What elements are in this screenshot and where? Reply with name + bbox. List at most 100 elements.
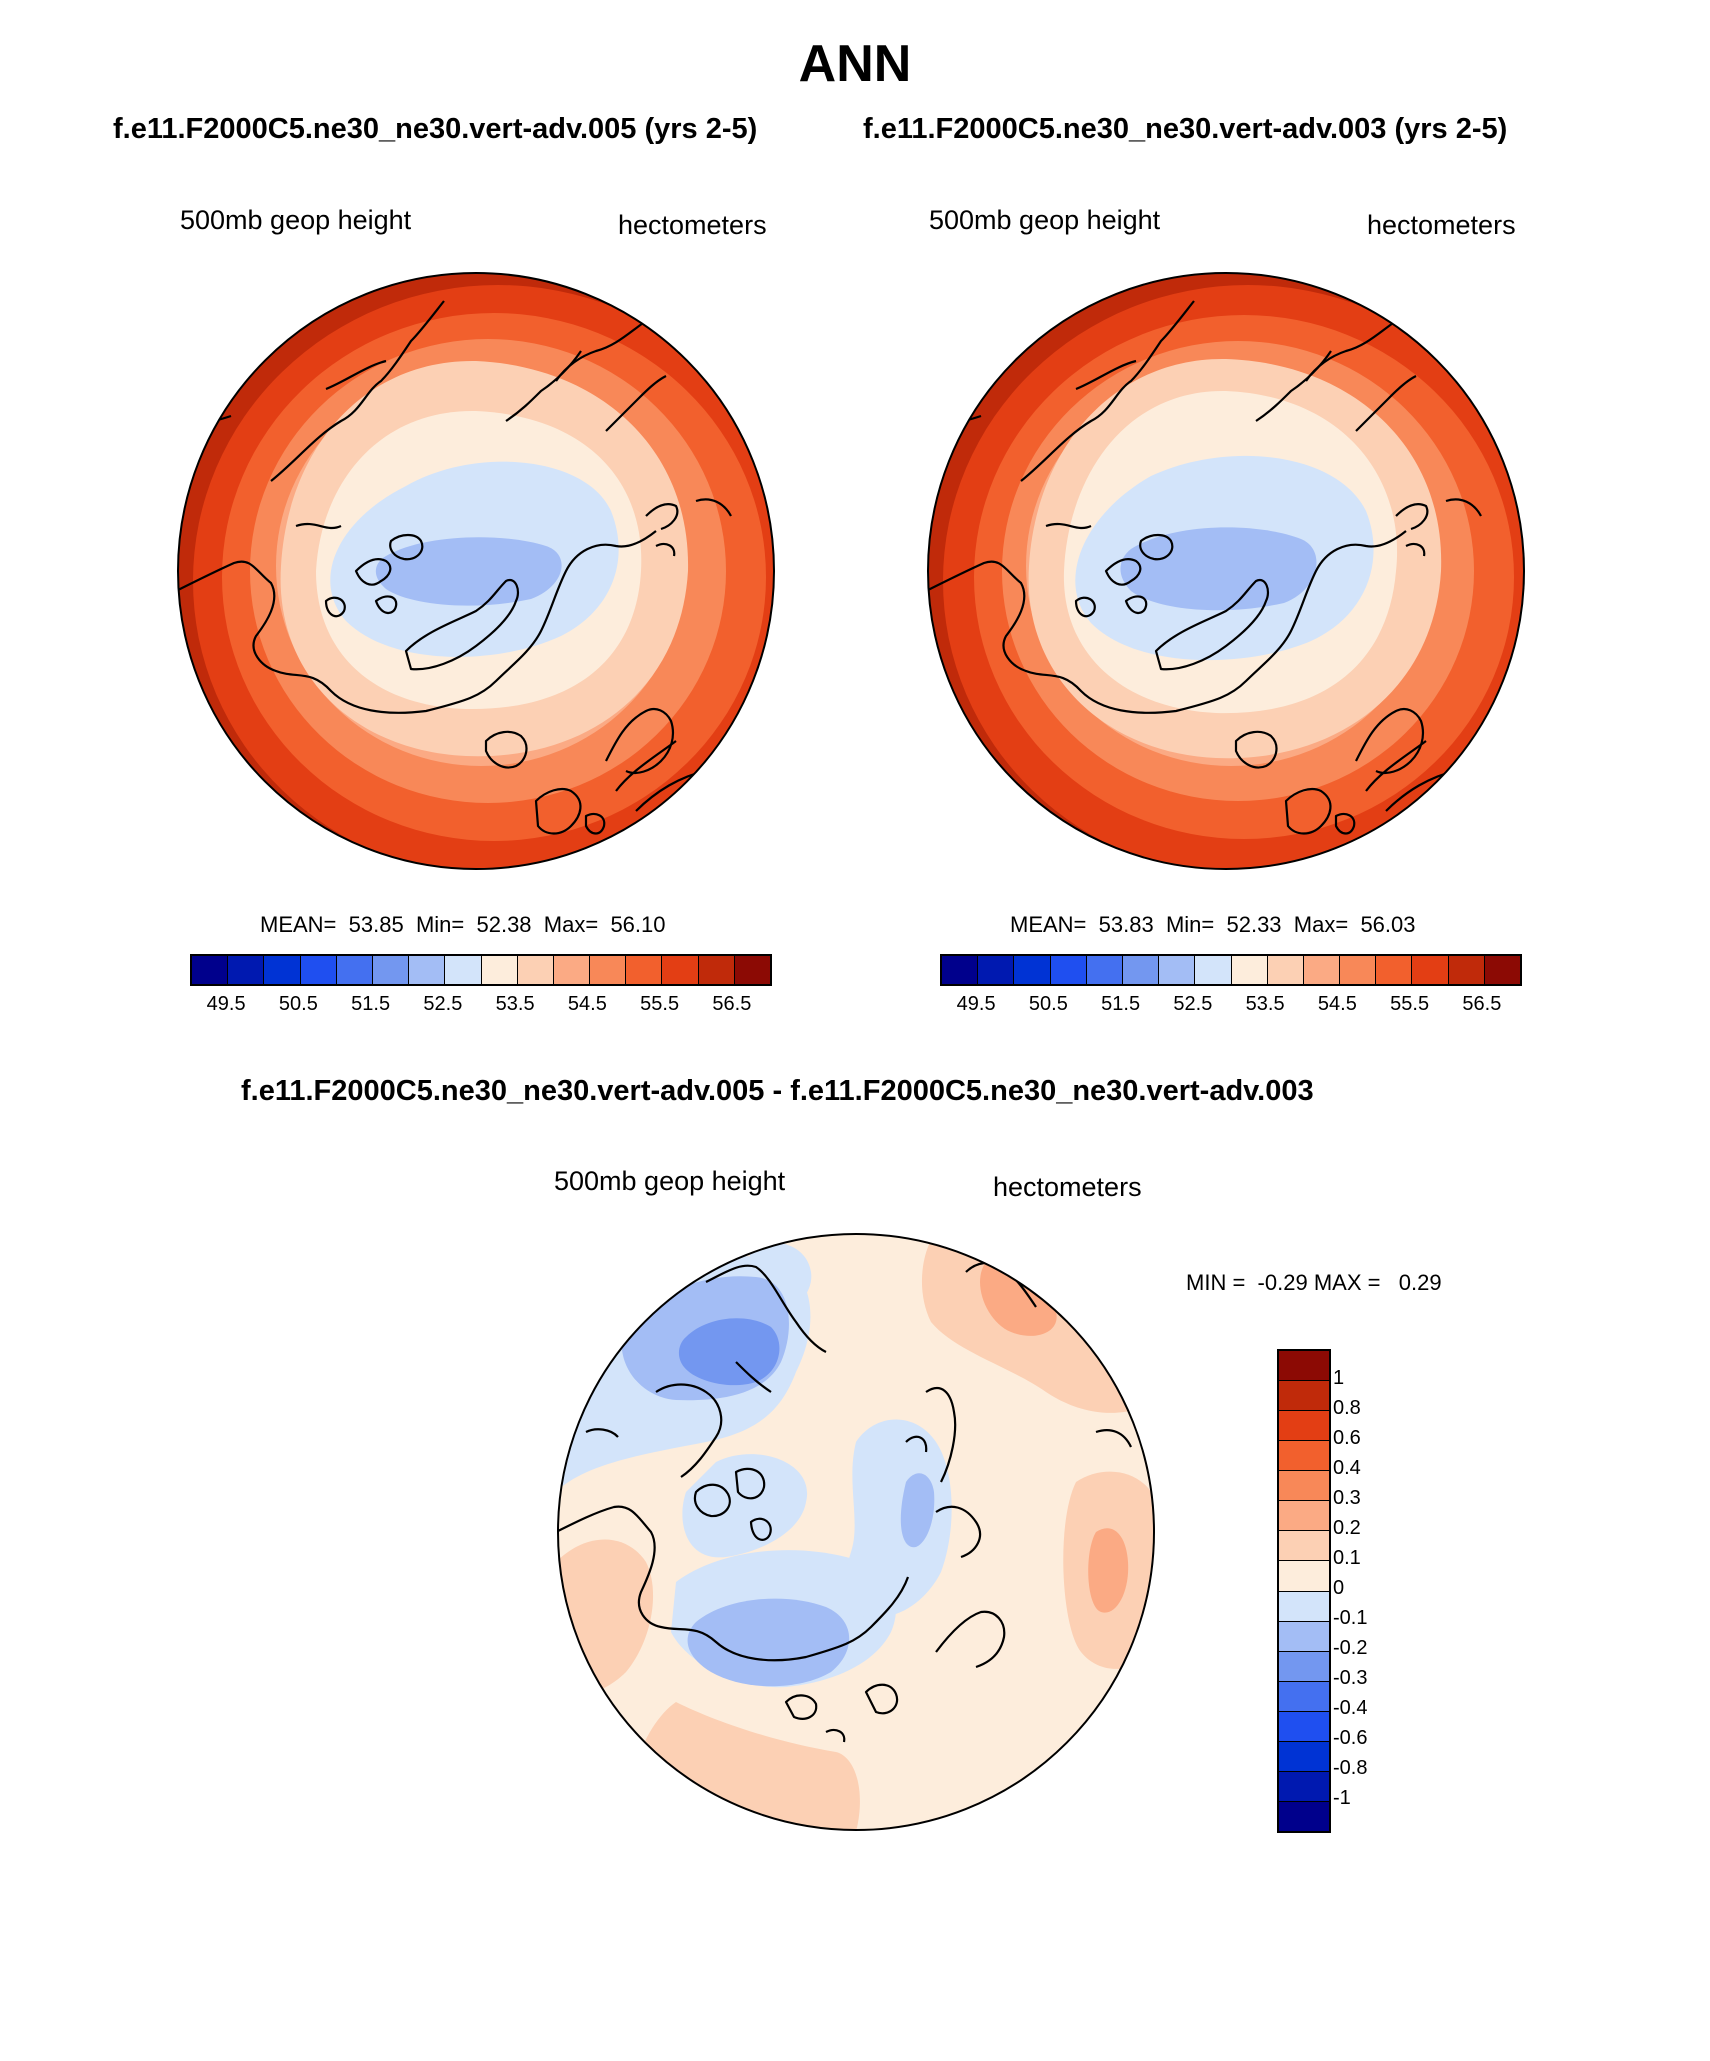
- panel-1-colorbar-tick-label: 50.5: [278, 993, 318, 1015]
- panel-1-min-value: 52.38: [476, 912, 532, 937]
- panel-2-colorbar-cell: [942, 956, 979, 984]
- panel-1-colorbar-tick-label: 51.5: [351, 993, 391, 1015]
- figure-title: ANN: [798, 35, 912, 93]
- panel-1-max-label: Max=: [543, 912, 599, 937]
- panel-2-colorbar-tick-label: 56.5: [1462, 993, 1502, 1015]
- panel-1-polar-map: [177, 272, 775, 870]
- panel-1-colorbar-cell: [698, 956, 735, 984]
- panel-1-colorbar-cell: [300, 956, 337, 984]
- panel-2-colorbar-cell: [978, 956, 1015, 984]
- panel-2-colorbar-cell: [1231, 956, 1268, 984]
- panel-1-colorbar-cell: [372, 956, 410, 984]
- panel-2-stats: MEAN= 53.83 Min= 52.33 Max= 56.03: [1010, 912, 1416, 938]
- panel-1-colorbar-cell: [192, 956, 229, 984]
- panel-1-colorbar-tick-label: 53.5: [495, 993, 535, 1015]
- panel-2-colorbar-cell: [1340, 956, 1377, 984]
- diff-colorbar-cell: [1279, 1531, 1329, 1562]
- panel-2-mean-value: 53.83: [1098, 912, 1154, 937]
- diff-colorbar-tick-label: 0.2: [1333, 1517, 1361, 1539]
- panel-2-colorbar-cell: [1267, 956, 1304, 984]
- panel-1-units-label: hectometers: [618, 210, 767, 240]
- panel-2-colorbar-tick-label: 51.5: [1101, 993, 1141, 1015]
- diff-colorbar-cell: [1279, 1411, 1329, 1442]
- panel-1-colorbar-cell: [409, 956, 446, 984]
- diff-colorbar-cell: [1279, 1381, 1329, 1412]
- panel-2-max-value: 56.03: [1360, 912, 1416, 937]
- panel-2-colorbar-cell: [1014, 956, 1051, 984]
- diff-max-label: MAX =: [1313, 1270, 1381, 1295]
- diff-colorbar-cell: [1279, 1771, 1329, 1802]
- panel-1-colorbar-cell: [336, 956, 373, 984]
- panel-2-colorbar-tick-label: 52.5: [1173, 993, 1213, 1015]
- panel-1-colorbar: [190, 954, 772, 986]
- panel-2-colorbar-tick-label: 55.5: [1390, 993, 1430, 1015]
- panel-2-colorbar-cell: [1086, 956, 1123, 984]
- panel-2-colorbar-cell: [1159, 956, 1196, 984]
- diff-colorbar-cell: [1279, 1441, 1329, 1472]
- diff-polar-map: [557, 1233, 1155, 1831]
- panel-1-colorbar-cell: [264, 956, 301, 984]
- diff-variable-label: 500mb geop height: [554, 1166, 786, 1196]
- panel-2-min-label: Min=: [1165, 912, 1215, 937]
- panel-1-stats: MEAN= 53.85 Min= 52.38 Max= 56.10: [260, 912, 666, 938]
- panel-1-colorbar-cell: [445, 956, 482, 984]
- diff-colorbar-tick-label: 1: [1333, 1367, 1345, 1389]
- panel-2-subtitle: f.e11.F2000C5.ne30_ne30.vert-adv.003 (yr…: [863, 113, 1508, 145]
- panel-1-colorbar-tick-label: 54.5: [567, 993, 607, 1015]
- panel-2-max-label: Max=: [1293, 912, 1349, 937]
- diff-colorbar-cell: [1279, 1591, 1329, 1622]
- diff-colorbar-cell: [1279, 1801, 1329, 1831]
- panel-2-colorbar-tick-label: 54.5: [1317, 993, 1357, 1015]
- panel-2-colorbar-cell: [1195, 956, 1232, 984]
- diff-colorbar-cell: [1279, 1711, 1329, 1742]
- panel-1-colorbar-cell: [662, 956, 699, 984]
- panel-2-units-label: hectometers: [1367, 210, 1516, 240]
- panel-1-colorbar-cell: [517, 956, 554, 984]
- panel-1-colorbar-cell: [481, 956, 518, 984]
- diff-max-value: 0.29: [1398, 1270, 1442, 1295]
- diff-colorbar-tick-label: 0.4: [1333, 1457, 1361, 1479]
- diff-colorbar-cell: [1279, 1741, 1329, 1772]
- diff-colorbar-cell: [1279, 1651, 1329, 1682]
- diff-colorbar-tick-label: -1: [1333, 1787, 1351, 1809]
- diff-colorbar-tick-label: -0.8: [1333, 1757, 1368, 1779]
- diff-colorbar-tick-label: 0.1: [1333, 1547, 1361, 1569]
- diff-colorbar-tick-label: 0.8: [1333, 1397, 1361, 1419]
- panel-2-colorbar-tick-label: 53.5: [1245, 993, 1285, 1015]
- panel-2-polar-map: [927, 272, 1525, 870]
- panel-1-colorbar-cell: [228, 956, 265, 984]
- diff-colorbar-cell: [1279, 1471, 1329, 1502]
- diff-colorbar: [1277, 1349, 1331, 1833]
- panel-1-colorbar-tick-label: 56.5: [712, 993, 752, 1015]
- diff-colorbar-tick-label: -0.6: [1333, 1727, 1368, 1749]
- panel-2-colorbar-cell: [1122, 956, 1160, 984]
- panel-1-min-label: Min=: [415, 912, 465, 937]
- panel-2-mean-label: MEAN=: [1010, 912, 1087, 937]
- panel-2-colorbar-tick-label: 49.5: [956, 993, 996, 1015]
- diff-subtitle: f.e11.F2000C5.ne30_ne30.vert-adv.005 - f…: [241, 1075, 1314, 1107]
- panel-1-colorbar-cell: [590, 956, 627, 984]
- panel-1-mean-label: MEAN=: [260, 912, 337, 937]
- diff-colorbar-tick-label: -0.1: [1333, 1607, 1368, 1629]
- diff-colorbar-cell: [1279, 1561, 1329, 1592]
- panel-2-colorbar-cell: [1484, 956, 1520, 984]
- diff-colorbar-cell: [1279, 1681, 1329, 1712]
- diff-colorbar-tick-label: 0: [1333, 1577, 1345, 1599]
- diff-min-value: -0.29: [1257, 1270, 1308, 1295]
- panel-1-colorbar-cell: [626, 956, 663, 984]
- panel-1-colorbar-cell: [734, 956, 770, 984]
- panel-2-colorbar-cell: [1050, 956, 1087, 984]
- panel-2-variable-label: 500mb geop height: [929, 205, 1161, 235]
- panel-1-variable-label: 500mb geop height: [180, 205, 412, 235]
- panel-2-colorbar-cell: [1376, 956, 1413, 984]
- panel-1-colorbar-tick-label: 52.5: [423, 993, 463, 1015]
- diff-min-label: MIN =: [1186, 1270, 1246, 1295]
- diff-colorbar-cell: [1279, 1501, 1329, 1532]
- panel-1-colorbar-cell: [553, 956, 591, 984]
- panel-2-colorbar-tick-label: 50.5: [1028, 993, 1068, 1015]
- panel-2-min-value: 52.33: [1226, 912, 1282, 937]
- diff-colorbar-tick-label: 0.3: [1333, 1487, 1361, 1509]
- panel-2-colorbar-cell: [1448, 956, 1485, 984]
- diff-colorbar-tick-label: 0.6: [1333, 1427, 1361, 1449]
- panel-1-mean-value: 53.85: [348, 912, 404, 937]
